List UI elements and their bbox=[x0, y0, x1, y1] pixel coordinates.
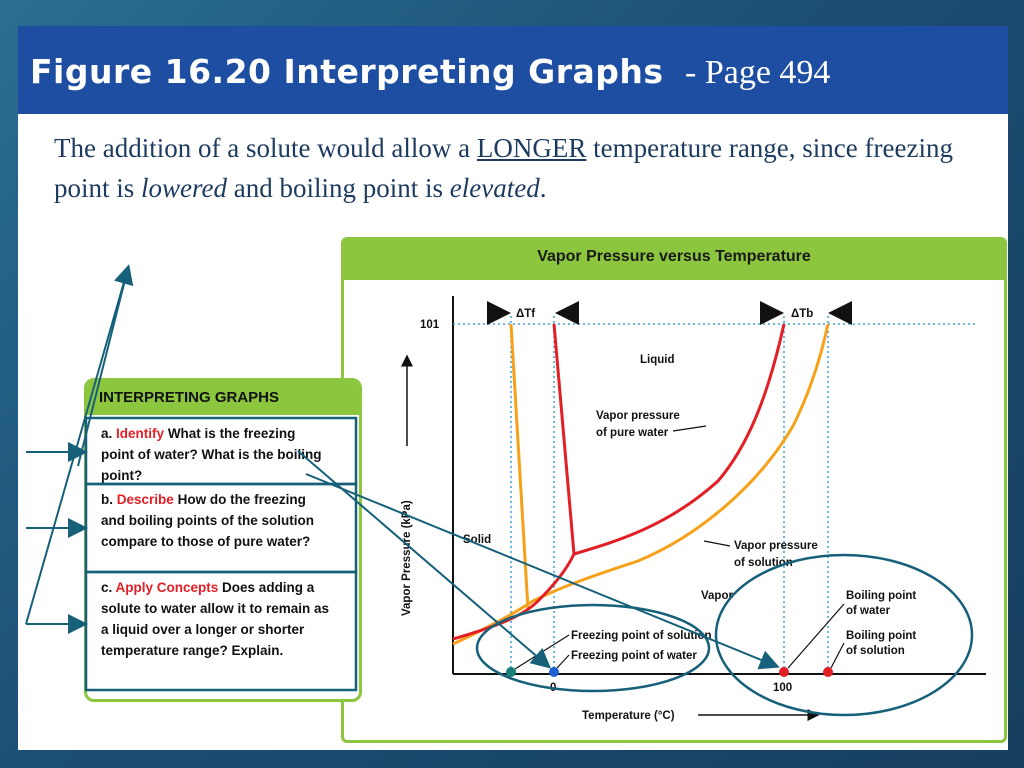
x-axis-label: Temperature (°C) bbox=[582, 710, 675, 722]
question-tag: Identify bbox=[116, 426, 165, 441]
emphasis-elevated: elevated bbox=[449, 173, 540, 203]
question-a: a. Identify What is the freezing point o… bbox=[101, 423, 331, 486]
point-fp-water bbox=[549, 667, 559, 677]
emphasis-longer: LONGER bbox=[476, 133, 587, 163]
explanation-text: The addition of a solute would allow a L… bbox=[54, 128, 974, 208]
pure-water-solid-line bbox=[552, 323, 576, 555]
question-tag: Apply Concepts bbox=[115, 580, 219, 595]
connector-upper bbox=[77, 267, 129, 467]
text-part: . bbox=[539, 173, 547, 203]
delta-tb-label: ΔTb bbox=[791, 308, 813, 320]
question-text: How do the freezing and boiling points o… bbox=[101, 492, 314, 549]
arrow-to-bp-water bbox=[305, 473, 780, 670]
delta-tf-label: ΔTf bbox=[516, 308, 535, 320]
label-bp-water-2: of water bbox=[846, 605, 891, 617]
question-label: c. bbox=[101, 580, 113, 595]
label-bp-solution-2: of solution bbox=[846, 645, 905, 657]
label-vp-pure-1: Vapor pressure bbox=[596, 410, 680, 422]
highlight-question-c bbox=[84, 570, 358, 692]
leader-vp-sol bbox=[703, 540, 731, 547]
page-reference: - Page 494 bbox=[685, 54, 831, 91]
y-tick-101: 101 bbox=[420, 319, 440, 331]
leader-bp-solution bbox=[830, 642, 845, 669]
emphasis-lowered: lowered bbox=[141, 173, 227, 203]
label-bp-water-1: Boiling point bbox=[846, 590, 916, 602]
highlight-question-a bbox=[84, 416, 358, 486]
leader-vp-pure bbox=[672, 425, 707, 432]
pure-water-vapor-curve bbox=[452, 323, 786, 641]
label-vp-sol-2: of solution bbox=[734, 557, 793, 569]
region-vapor: Vapor bbox=[701, 590, 733, 602]
figure-title: Figure 16.20 Interpreting Graphs bbox=[30, 52, 664, 91]
ellipse-boiling bbox=[714, 553, 974, 717]
question-b: b. Describe How do the freezing and boil… bbox=[101, 489, 331, 552]
text-part: temperature range, since freezing point … bbox=[54, 133, 953, 203]
interpreting-graphs-box: INTERPRETING GRAPHS a. Identify What is … bbox=[84, 378, 362, 702]
point-fp-solution bbox=[506, 667, 516, 677]
title-bar: Figure 16.20 Interpreting Graphs - Page … bbox=[18, 26, 1008, 114]
question-label: b. bbox=[101, 492, 113, 507]
ellipse-freezing bbox=[475, 603, 711, 693]
graph-title: Vapor Pressure versus Temperature bbox=[537, 248, 811, 265]
x-tick-100: 100 bbox=[773, 682, 792, 694]
question-text: Does adding a solute to water allow it t… bbox=[101, 580, 330, 658]
question-c: c. Apply Concepts Does adding a solute t… bbox=[101, 577, 331, 661]
interpreting-title: INTERPRETING GRAPHS bbox=[99, 389, 280, 406]
text-part: and boiling point is bbox=[227, 173, 450, 203]
graph-header: Vapor Pressure versus Temperature bbox=[344, 240, 1004, 280]
slide: Figure 16.20 Interpreting Graphs - Page … bbox=[18, 26, 1008, 750]
label-vp-sol-1: Vapor pressure bbox=[734, 540, 818, 552]
leader-fp-water bbox=[556, 654, 570, 669]
label-fp-water: Freezing point of water bbox=[571, 650, 697, 662]
interpreting-header: INTERPRETING GRAPHS bbox=[87, 381, 359, 415]
question-text: What is the freezing point of water? Wha… bbox=[101, 426, 322, 483]
solution-solid-line bbox=[509, 323, 530, 610]
region-liquid: Liquid bbox=[640, 354, 675, 366]
label-bp-solution-1: Boiling point bbox=[846, 630, 916, 642]
label-fp-solution: Freezing point of solution bbox=[571, 630, 712, 642]
question-label: a. bbox=[101, 426, 113, 441]
region-solid: Solid bbox=[463, 534, 491, 546]
label-vp-pure-2: of pure water bbox=[596, 427, 669, 439]
point-bp-solution bbox=[823, 667, 833, 677]
question-tag: Describe bbox=[116, 492, 174, 507]
leader-bp-water bbox=[787, 603, 845, 669]
text-part: The addition of a solute would allow a bbox=[54, 133, 477, 163]
y-axis-label: Vapor Pressure (kPa) bbox=[401, 500, 413, 616]
solution-vapor-curve bbox=[452, 323, 830, 646]
arrow-to-explanation bbox=[25, 264, 134, 625]
diagram-overlay: ΔTf ΔTb 101 0 100 Vapor Pressure (kPa) T… bbox=[25, 264, 986, 722]
highlight-question-b bbox=[84, 482, 358, 574]
point-bp-water bbox=[779, 667, 789, 677]
